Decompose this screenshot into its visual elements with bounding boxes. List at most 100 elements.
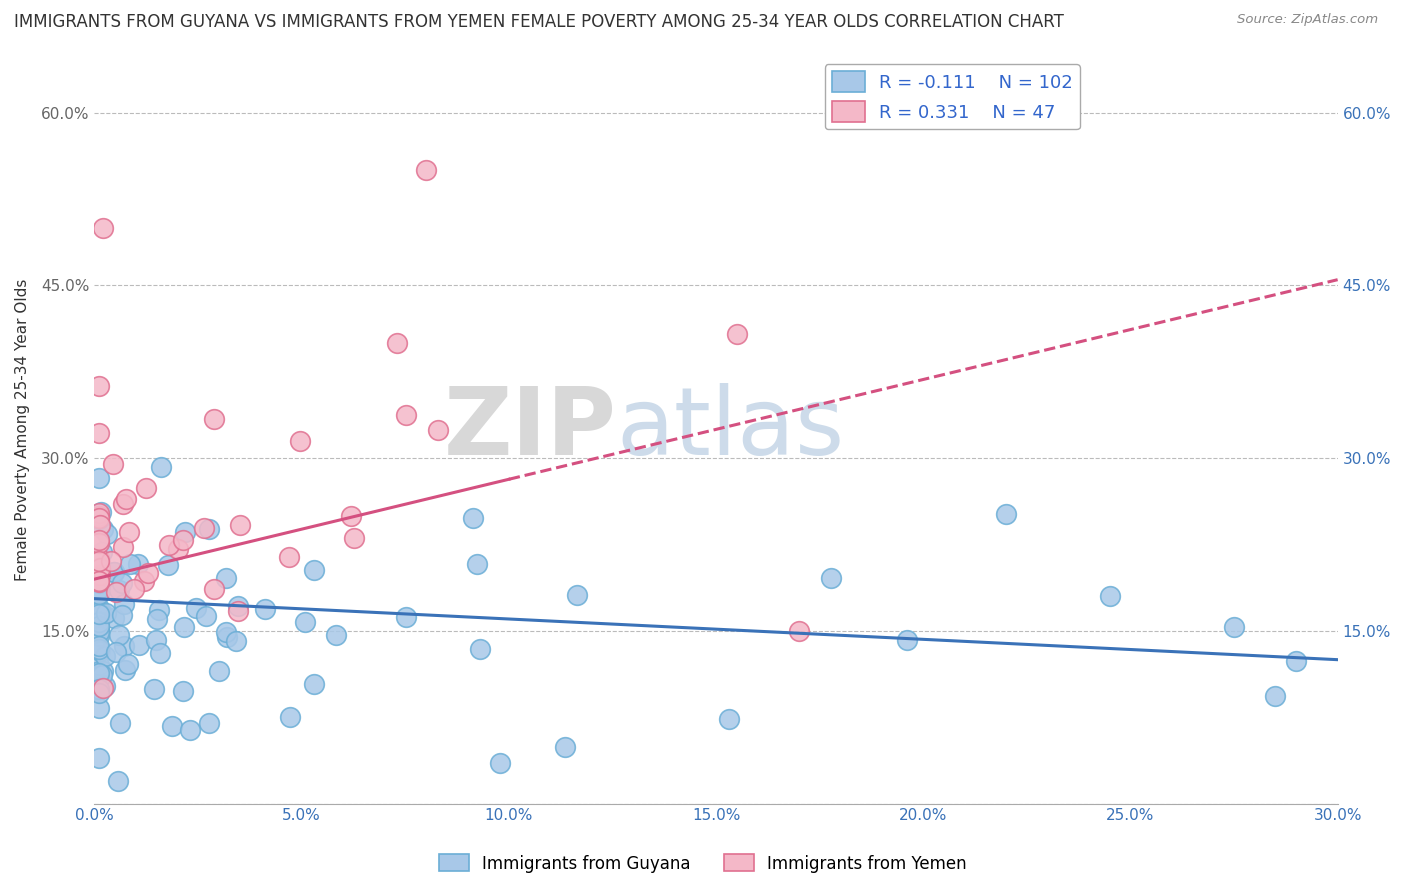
Point <box>87 574 110 589</box>
Point <box>136 566 159 581</box>
Point <box>91 545 114 559</box>
Point <box>208 664 231 678</box>
Text: ZIP: ZIP <box>444 384 617 475</box>
Point <box>87 625 110 640</box>
Point <box>101 457 124 471</box>
Point <box>302 676 325 690</box>
Point <box>105 645 128 659</box>
Point <box>225 634 247 648</box>
Point <box>87 750 110 764</box>
Point <box>87 574 110 589</box>
Point <box>91 667 114 681</box>
Point <box>149 646 172 660</box>
Point <box>87 664 110 678</box>
Point <box>167 541 190 556</box>
Point <box>111 607 134 622</box>
Point <box>156 558 179 572</box>
Point <box>90 505 112 519</box>
Point <box>100 554 122 568</box>
Point <box>394 610 416 624</box>
Text: atlas: atlas <box>617 384 845 475</box>
Point <box>142 681 165 696</box>
Point <box>93 523 115 537</box>
Point <box>215 625 238 640</box>
Point <box>567 588 589 602</box>
Point <box>787 624 810 638</box>
Point <box>87 575 110 590</box>
Point <box>87 639 110 653</box>
Point <box>415 163 437 178</box>
Point <box>87 615 110 630</box>
Point <box>105 585 128 599</box>
Point <box>87 378 110 392</box>
Point <box>107 773 129 788</box>
Point <box>117 657 139 671</box>
Point <box>725 326 748 341</box>
Point <box>198 716 221 731</box>
Point <box>94 679 117 693</box>
Point <box>157 538 180 552</box>
Point <box>87 533 110 547</box>
Y-axis label: Female Poverty Among 25-34 Year Olds: Female Poverty Among 25-34 Year Olds <box>15 278 30 581</box>
Point <box>896 632 918 647</box>
Point <box>325 628 347 642</box>
Text: IMMIGRANTS FROM GUYANA VS IMMIGRANTS FROM YEMEN FEMALE POVERTY AMONG 25-34 YEAR : IMMIGRANTS FROM GUYANA VS IMMIGRANTS FRO… <box>14 13 1064 31</box>
Point <box>294 615 316 629</box>
Point <box>91 220 114 235</box>
Point <box>103 611 125 625</box>
Point <box>96 526 118 541</box>
Point <box>108 582 131 597</box>
Point <box>172 533 194 548</box>
Point <box>150 459 173 474</box>
Point <box>87 508 110 523</box>
Point <box>254 601 277 615</box>
Point <box>87 619 110 633</box>
Point <box>89 568 111 582</box>
Point <box>87 603 110 617</box>
Point <box>90 607 112 622</box>
Point <box>112 597 135 611</box>
Point <box>465 557 488 571</box>
Point <box>160 719 183 733</box>
Point <box>87 701 110 715</box>
Point <box>395 408 418 422</box>
Point <box>87 682 110 697</box>
Point <box>108 716 131 731</box>
Point <box>87 666 110 681</box>
Point <box>1098 589 1121 603</box>
Point <box>288 434 311 448</box>
Point <box>122 582 145 596</box>
Point <box>108 627 131 641</box>
Legend: R = -0.111    N = 102, R = 0.331    N = 47: R = -0.111 N = 102, R = 0.331 N = 47 <box>825 64 1080 129</box>
Point <box>87 471 110 485</box>
Point <box>89 518 111 533</box>
Point <box>87 535 110 549</box>
Point <box>87 624 110 638</box>
Point <box>87 569 110 583</box>
Point <box>87 564 110 578</box>
Point <box>114 664 136 678</box>
Point <box>112 497 135 511</box>
Point <box>146 612 169 626</box>
Point <box>118 557 141 571</box>
Point <box>87 686 110 700</box>
Point <box>103 565 125 579</box>
Point <box>172 683 194 698</box>
Point <box>468 642 491 657</box>
Point <box>89 629 111 643</box>
Point <box>387 336 409 351</box>
Point <box>134 574 156 588</box>
Point <box>96 606 118 620</box>
Point <box>89 560 111 574</box>
Point <box>198 522 221 536</box>
Point <box>87 607 110 622</box>
Point <box>128 638 150 652</box>
Point <box>226 599 249 613</box>
Point <box>488 756 510 771</box>
Point <box>118 525 141 540</box>
Point <box>87 601 110 615</box>
Point <box>202 582 225 596</box>
Point <box>278 710 301 724</box>
Point <box>87 512 110 526</box>
Point <box>87 554 110 568</box>
